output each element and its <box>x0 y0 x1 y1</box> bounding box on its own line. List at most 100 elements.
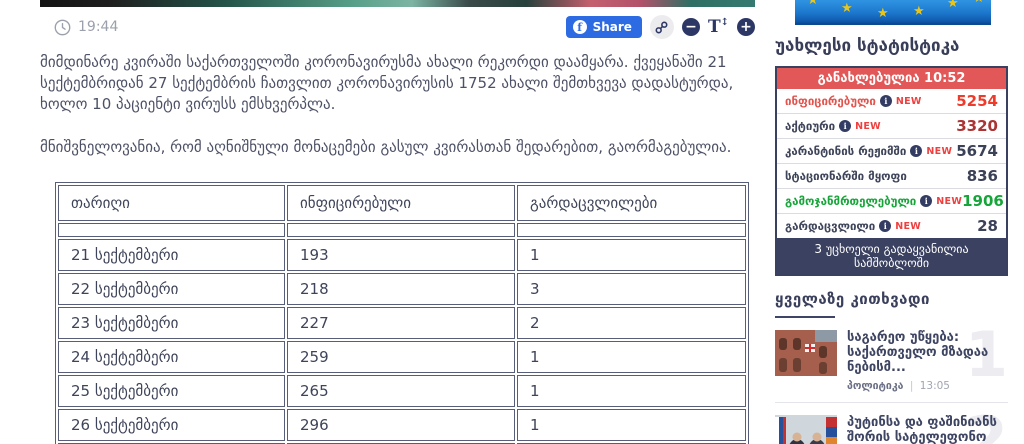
stat-label: აქტიური i NEW <box>785 119 881 133</box>
table-header-row: თარიღი ინფიცირებული გარდაცვლილები <box>58 185 746 221</box>
stat-label: სტაციონარში მყოფი <box>785 169 907 183</box>
stat-label-text: გამოჯანმრთელებული <box>785 194 917 208</box>
news-category[interactable]: პოლიტიკა <box>847 380 904 392</box>
stat-row-active: აქტიური i NEW 3320 <box>777 113 1006 138</box>
info-icon[interactable]: i <box>839 120 852 132</box>
table-spacer-row <box>58 223 746 237</box>
table-row: 21 სექტემბერი 193 1 <box>58 239 746 271</box>
section-underline <box>775 316 835 318</box>
stats-footer-note: 3 უცხოელი გადაყვანილია სამშობლოში <box>777 238 1006 274</box>
news-body: საგარეო უწყება: საქართველო მზადაა ნებისმ… <box>847 330 1005 392</box>
stat-label: კარანტინის რეჟიმში i NEW <box>785 144 952 158</box>
star-icon: ★ <box>807 0 819 8</box>
star-icon: ★ <box>947 0 959 11</box>
star-icon: ★ <box>973 0 985 5</box>
info-icon[interactable]: i <box>910 145 923 157</box>
article-photo-bottom-edge <box>40 0 755 7</box>
most-read-item-2[interactable]: 2 პუტინსა და ფაშინიან <box>775 402 1008 444</box>
article-meta-row: 19:44 f Share − T↕ + <box>40 15 755 39</box>
table-cell-infected: 259 <box>287 341 515 373</box>
info-icon[interactable]: i <box>879 220 892 232</box>
increase-font-button[interactable]: + <box>737 18 755 36</box>
font-size-control[interactable]: T↕ <box>708 17 729 37</box>
news-title-link[interactable]: პუტინსა და ფაშინიანს შორის სატელეფონო სა… <box>847 415 997 444</box>
stat-value: 5254 <box>956 92 998 110</box>
stats-section-title: უახლესი სტატისტიკა <box>775 36 960 56</box>
stat-label: ინფიცირებული i NEW <box>785 94 922 108</box>
font-size-arrows-icon: ↕ <box>720 17 729 28</box>
table-row: 25 სექტემბერი 265 1 <box>58 375 746 407</box>
copy-link-button[interactable] <box>649 15 674 39</box>
table-header-infected: ინფიცირებული <box>287 185 515 221</box>
table-spacer-cell <box>517 223 746 237</box>
news-body: პუტინსა და ფაშინიანს შორის სატელეფონო სა… <box>847 415 1005 444</box>
table-cell-infected: 265 <box>287 375 515 407</box>
table-cell-deceased: 1 <box>517 239 746 271</box>
table-cell-date: 23 სექტემბერი <box>58 307 285 339</box>
news-title-link[interactable]: საგარეო უწყება: საქართველო მზადაა ნებისმ… <box>847 330 989 375</box>
info-icon[interactable]: i <box>879 95 892 107</box>
sidebar: ★ ★ ★ ★ ★ ★ უახლესი სტატისტიკა განახლებუ… <box>775 0 1008 444</box>
table-cell-date: 25 სექტემბერი <box>58 375 285 407</box>
stat-row-hospitalized: სტაციონარში მყოფი 836 <box>777 163 1006 188</box>
stat-row-quarantine: კარანტინის რეჟიმში i NEW 5674 <box>777 138 1006 163</box>
table-cell-infected: 296 <box>287 409 515 441</box>
star-icon: ★ <box>841 1 853 16</box>
plus-icon: + <box>740 19 752 35</box>
table-cell-date: 22 სექტემბერი <box>58 273 285 305</box>
table-header-date: თარიღი <box>58 185 285 221</box>
stat-value: 3320 <box>956 117 998 135</box>
news-thumbnail-building <box>775 330 837 376</box>
facebook-share-button[interactable]: f Share <box>565 16 642 38</box>
table-cell-deceased: 1 <box>517 341 746 373</box>
table-cell-deceased: 1 <box>517 409 746 441</box>
table-cell-infected: 218 <box>287 273 515 305</box>
publish-time: 19:44 <box>78 19 119 35</box>
news-thumbnail-leaders <box>775 415 837 444</box>
most-read-item-1[interactable]: 1 საგარეო უწყება: საქართველო მზა <box>775 318 1008 402</box>
facebook-share-label: Share <box>592 20 632 34</box>
table-spacer-cell <box>58 223 285 237</box>
eu-flag-banner[interactable]: ★ ★ ★ ★ ★ ★ <box>795 0 991 25</box>
new-badge: NEW <box>895 220 922 232</box>
table-row: 24 სექტემბერი 259 1 <box>58 341 746 373</box>
rank-number: 1 <box>964 318 1008 391</box>
covid-weekly-table: თარიღი ინფიცირებული გარდაცვლილები 21 სექ… <box>55 182 749 444</box>
stat-row-infected: ინფიცირებული i NEW 5254 <box>777 89 1006 113</box>
rank-number: 2 <box>964 403 1008 444</box>
table-spacer-cell <box>287 223 515 237</box>
font-size-label: T <box>707 17 721 37</box>
stat-label-text: ინფიცირებული <box>785 94 876 108</box>
table-cell-date: 26 სექტემბერი <box>58 409 285 441</box>
stat-row-recovered: გამოჯანმრთელებული i NEW 1906 <box>777 188 1006 213</box>
table-cell-infected: 227 <box>287 307 515 339</box>
table-cell-deceased: 2 <box>517 307 746 339</box>
stat-row-deceased: გარდაცვლილი i NEW 28 <box>777 213 1006 238</box>
table-cell-infected: 193 <box>287 239 515 271</box>
decrease-font-button[interactable]: − <box>681 18 700 36</box>
minus-icon: − <box>685 19 697 35</box>
table-row: 23 სექტემბერი 227 2 <box>58 307 746 339</box>
stat-value: 28 <box>977 217 998 235</box>
facebook-icon: f <box>572 20 587 34</box>
new-badge: NEW <box>855 120 881 132</box>
stat-label-text: გარდაცვლილი <box>785 219 876 233</box>
new-badge: NEW <box>926 145 953 157</box>
article-paragraph-2: მნიშვნელოვანია, რომ აღნიშნული მონაცემები… <box>40 138 732 156</box>
table-row: 22 სექტემბერი 218 3 <box>58 273 746 305</box>
stat-label: გამოჯანმრთელებული i NEW <box>785 194 962 208</box>
table-cell-date: 24 სექტემბერი <box>58 341 285 373</box>
stat-label-text: კარანტინის რეჟიმში <box>785 144 907 158</box>
clock-icon <box>54 19 71 35</box>
stat-label-text: აქტიური <box>785 119 836 133</box>
stat-label-text: სტაციონარში მყოფი <box>785 169 907 183</box>
covid-stats-box: განახლებულია 10:52 ინფიცირებული i NEW 52… <box>775 66 1008 276</box>
article-paragraph-1: მიმდინარე კვირაში საქართველოში კორონავირ… <box>40 53 734 113</box>
star-icon: ★ <box>877 6 889 21</box>
share-tools: f Share − T↕ + <box>565 15 755 39</box>
table-cell-deceased: 1 <box>517 375 746 407</box>
new-badge: NEW <box>895 95 922 107</box>
stat-label: გარდაცვლილი i NEW <box>785 219 921 233</box>
info-icon[interactable]: i <box>920 195 933 207</box>
